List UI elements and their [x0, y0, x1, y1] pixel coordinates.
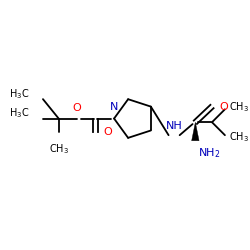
Text: NH$_2$: NH$_2$: [198, 146, 221, 160]
Text: CH$_3$: CH$_3$: [49, 142, 69, 156]
Text: H$_3$C: H$_3$C: [9, 88, 29, 102]
Polygon shape: [192, 122, 199, 141]
Text: CH$_3$: CH$_3$: [228, 100, 248, 114]
Text: NH: NH: [166, 120, 182, 130]
Text: O: O: [73, 103, 82, 113]
Text: O: O: [219, 102, 228, 112]
Text: CH$_3$: CH$_3$: [228, 130, 248, 144]
Text: H$_3$C: H$_3$C: [9, 106, 29, 120]
Text: O: O: [103, 128, 112, 138]
Text: N: N: [110, 102, 118, 112]
